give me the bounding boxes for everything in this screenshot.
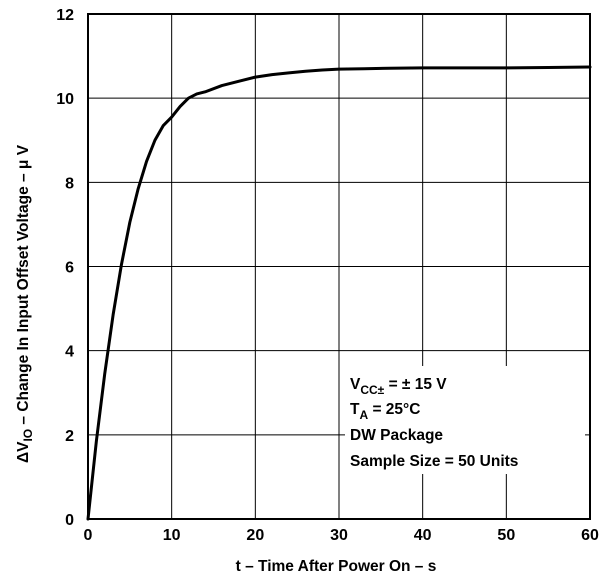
- x-tick-label: 40: [414, 527, 432, 544]
- x-tick-label: 50: [497, 527, 515, 544]
- x-tick-label: 20: [246, 527, 264, 544]
- y-tick-labels: 0 2 4 6 8 10 12: [56, 7, 74, 529]
- annotation-sample-size: Sample Size = 50 Units: [350, 453, 518, 470]
- annotation: VCC± = ± 15 V TA = 25°C DW Package Sampl…: [350, 376, 518, 470]
- y-tick-label: 2: [65, 428, 74, 445]
- x-axis-label: t – Time After Power On – s: [236, 558, 437, 575]
- annotation-vcc: VCC± = ± 15 V: [350, 376, 447, 397]
- annotation-box: [345, 366, 585, 474]
- x-tick-label: 0: [84, 527, 93, 544]
- series-line: [86, 65, 592, 521]
- annotation-ta: TA = 25°C: [350, 401, 420, 422]
- y-axis-label: ΔVIO – Change In Input Offset Voltage – …: [15, 144, 35, 463]
- y-axis-label-rest: – Change In Input Offset Voltage – μ V: [15, 144, 32, 429]
- x-tick-label: 30: [330, 527, 348, 544]
- y-tick-label: 8: [65, 175, 74, 192]
- y-tick-label: 6: [65, 260, 74, 277]
- y-tick-label: 12: [56, 7, 74, 24]
- grid: [88, 14, 590, 519]
- x-tick-label: 60: [581, 527, 599, 544]
- y-tick-label: 10: [56, 91, 74, 108]
- y-tick-label: 4: [65, 344, 74, 361]
- x-tick-label: 10: [163, 527, 181, 544]
- x-tick-labels: 0 10 20 30 40 50 60: [84, 527, 599, 544]
- y-tick-label: 0: [65, 512, 74, 529]
- y-axis-label-subscript: IO: [21, 429, 35, 442]
- y-axis-label-prefix: ΔV: [15, 441, 32, 463]
- annotation-package: DW Package: [350, 427, 443, 444]
- plot-frame: [87, 13, 591, 520]
